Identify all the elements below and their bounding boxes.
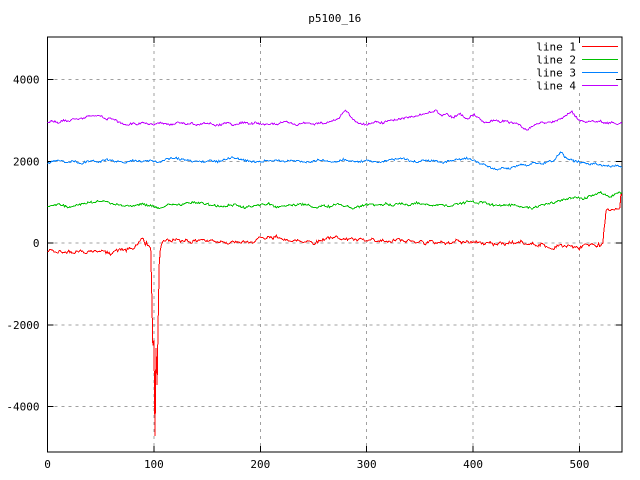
x-tick-label: 400 [463,458,483,471]
legend-label-line-3: line 3 [536,67,576,80]
legend-background [531,40,622,92]
chart-title: p5100_16 [308,12,361,25]
series-line-3 [47,151,622,171]
plot-border [47,36,623,453]
series-line-1 [47,193,622,437]
y-tick-label: -2000 [6,319,39,332]
y-tick-label: -4000 [6,401,39,414]
x-tick-label: 200 [250,458,270,471]
legend-label-line-4: line 4 [536,80,576,93]
x-tick-label: 500 [570,458,590,471]
x-tick-label: 300 [357,458,377,471]
series-line-4 [47,109,622,131]
x-tick-label: 0 [44,458,51,471]
y-tick-label: 4000 [13,74,40,87]
x-tick-label: 100 [144,458,164,471]
y-tick-label: 2000 [13,155,40,168]
series-line-2 [47,190,622,210]
y-tick-label: 0 [33,237,40,250]
legend-label-line-2: line 2 [536,54,576,67]
legend-label-line-1: line 1 [536,41,576,54]
